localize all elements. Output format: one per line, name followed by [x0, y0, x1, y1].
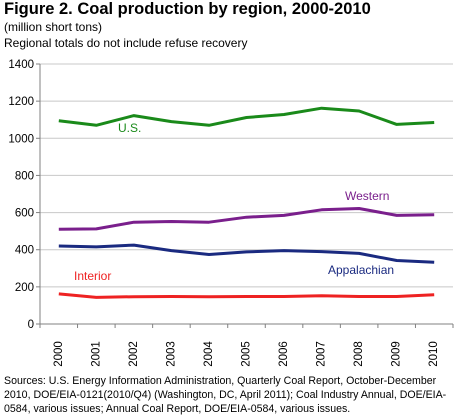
- x-tick-label: 2003: [165, 341, 177, 367]
- x-tick-labels: 2000 2001 2002 2003 2004 2005 2006 2007 2008 2009…: [53, 341, 440, 367]
- x-tick-label: 2009: [391, 341, 403, 367]
- gridlines: [40, 63, 453, 288]
- x-tick-label: 2002: [128, 341, 140, 367]
- y-tick-label: 400: [15, 245, 34, 257]
- series-lines: [58, 106, 435, 299]
- series-line-u-s: [58, 106, 435, 127]
- y-tick-label: 1400: [8, 59, 34, 71]
- y-tick-label: 600: [15, 208, 34, 220]
- source-note: Sources: U.S. Energy Information Adminis…: [4, 375, 447, 415]
- series-line-western: [58, 207, 435, 231]
- x-tick-label: 2000: [53, 341, 65, 367]
- x-tick-label: 2010: [428, 341, 440, 367]
- y-tick-label: 1000: [8, 133, 34, 145]
- y-tick-label: 800: [15, 170, 34, 182]
- x-tick-label: 2008: [353, 341, 365, 367]
- y-tick-label: 200: [15, 282, 34, 294]
- x-tick-label: 2001: [90, 341, 102, 367]
- series-label-u-s: U.S.: [118, 121, 141, 135]
- series-line-appalachian: [58, 243, 435, 264]
- chart-subtitle-note: Regional totals do not include refuse re…: [4, 36, 248, 50]
- series-label-appalachian: Appalachian: [328, 263, 394, 277]
- x-tick-label: 2005: [241, 341, 253, 367]
- chart-subtitle-units: (million short tons): [4, 20, 103, 34]
- axes: [36, 63, 454, 328]
- chart-title: Figure 2. Coal production by region, 200…: [4, 0, 371, 18]
- series-labels: U.S. Western Appalachian Interior: [74, 121, 394, 283]
- series-line-interior: [58, 292, 435, 299]
- x-tick-label: 2007: [316, 341, 328, 367]
- series-label-interior: Interior: [74, 269, 111, 283]
- x-tick-label: 2006: [278, 341, 290, 367]
- y-tick-label: 1200: [8, 96, 34, 108]
- series-label-western: Western: [345, 189, 389, 203]
- y-tick-labels: 0 200 400 600 800 1000 1200 1400: [8, 59, 34, 331]
- y-tick-label: 0: [28, 319, 34, 331]
- x-tick-label: 2004: [203, 341, 215, 367]
